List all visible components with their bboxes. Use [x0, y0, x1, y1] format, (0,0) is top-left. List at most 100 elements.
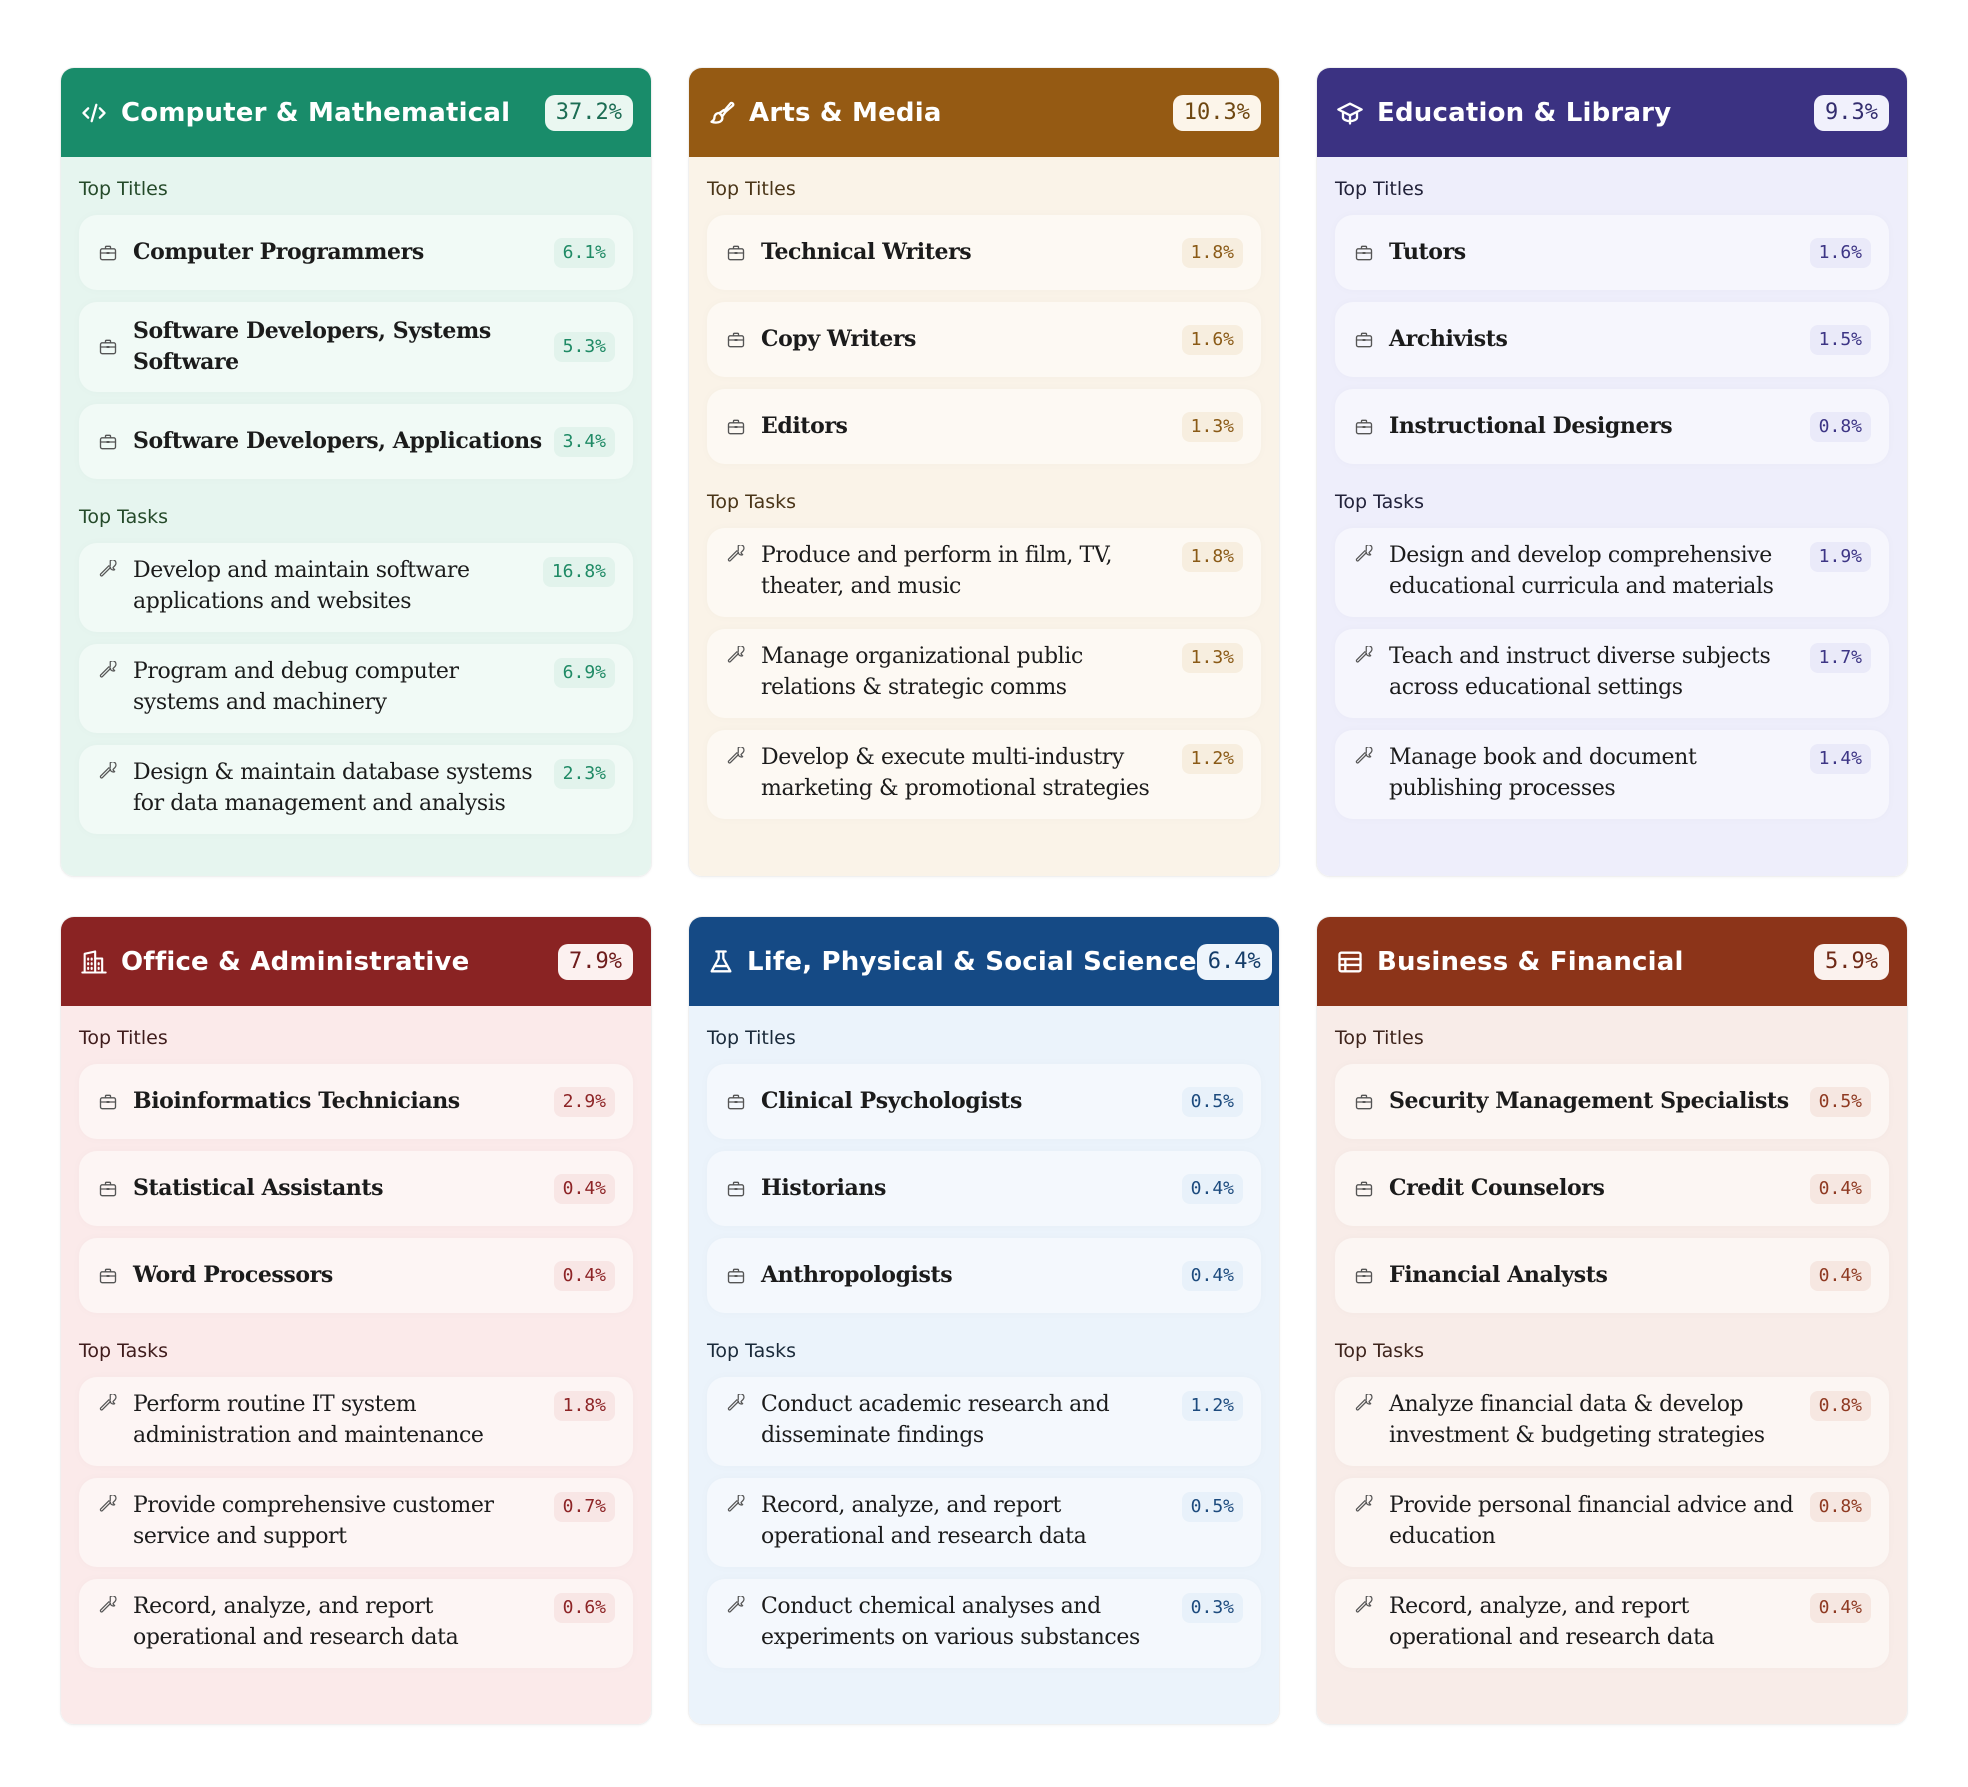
- card-body: Top Titles Tutors 1.6% Archivists 1.5% I…: [1317, 157, 1907, 876]
- top-tasks-list: Design and develop comprehensive educati…: [1335, 528, 1889, 819]
- wrench-icon: [97, 761, 119, 783]
- briefcase-icon: [1353, 329, 1375, 351]
- category-card-arts-media: Arts & Media 10.3% Top Titles Technical …: [688, 67, 1280, 877]
- share-badge: 0.5%: [1181, 1086, 1243, 1117]
- share-badge: 1.6%: [1809, 237, 1871, 268]
- top-titles-list: Security Management Specialists 0.5% Cre…: [1335, 1064, 1889, 1313]
- share-badge: 2.3%: [553, 759, 615, 789]
- briefcase-icon: [97, 1265, 119, 1287]
- category-share-badge: 37.2%: [544, 94, 633, 131]
- wrench-icon: [97, 1494, 119, 1516]
- category-card-computer-mathematical: Computer & Mathematical 37.2% Top Titles…: [60, 67, 652, 877]
- task-label: Manage organizational public relations &…: [761, 644, 1083, 700]
- job-title-row: Editors 1.3%: [707, 389, 1261, 464]
- task-row: Provide personal financial advice and ed…: [1335, 1478, 1889, 1567]
- task-row: Conduct chemical analyses and experiment…: [707, 1579, 1261, 1668]
- job-title-row: Technical Writers 1.8%: [707, 215, 1261, 290]
- share-badge: 6.9%: [553, 658, 615, 688]
- top-titles-heading: Top Titles: [79, 178, 168, 200]
- task-label: Perform routine IT system administration…: [133, 1392, 484, 1448]
- briefcase-icon: [97, 1091, 119, 1113]
- briefcase-icon: [725, 242, 747, 264]
- task-row: Teach and instruct diverse subjects acro…: [1335, 629, 1889, 718]
- top-tasks-list: Develop and maintain software applicatio…: [79, 543, 633, 834]
- category-card-education-library: Education & Library 9.3% Top Titles Tuto…: [1316, 67, 1908, 877]
- category-share-badge: 9.3%: [1814, 94, 1889, 131]
- job-title-label: Financial Analysts: [1389, 1262, 1608, 1288]
- share-badge: 6.1%: [553, 237, 615, 268]
- category-card-life-physical-social-science: Life, Physical & Social Science 6.4% Top…: [688, 916, 1280, 1725]
- wrench-icon: [1353, 544, 1375, 566]
- job-title-label: Word Processors: [133, 1262, 333, 1288]
- task-row: Provide comprehensive customer service a…: [79, 1478, 633, 1567]
- wrench-icon: [97, 660, 119, 682]
- occupation-category-grid: Computer & Mathematical 37.2% Top Titles…: [60, 67, 1908, 1725]
- task-row: Produce and perform in film, TV, theater…: [707, 528, 1261, 617]
- category-title: Business & Financial: [1377, 946, 1684, 977]
- share-badge: 0.7%: [553, 1492, 615, 1522]
- job-title-row: Archivists 1.5%: [1335, 302, 1889, 377]
- category-card-office-administrative: Office & Administrative 7.9% Top Titles …: [60, 916, 652, 1725]
- category-title: Life, Physical & Social Science: [747, 946, 1197, 977]
- job-title-row: Statistical Assistants 0.4%: [79, 1151, 633, 1226]
- wrench-icon: [1353, 1494, 1375, 1516]
- job-title-label: Historians: [761, 1175, 886, 1201]
- task-label: Conduct academic research and disseminat…: [761, 1392, 1110, 1448]
- task-row: Design and develop comprehensive educati…: [1335, 528, 1889, 617]
- job-title-label: Security Management Specialists: [1389, 1088, 1789, 1114]
- task-label: Develop & execute multi-industry marketi…: [761, 745, 1150, 801]
- share-badge: 1.2%: [1181, 744, 1243, 774]
- share-badge: 0.3%: [1181, 1593, 1243, 1623]
- card-body: Top Titles Clinical Psychologists 0.5% H…: [689, 1006, 1279, 1724]
- card-body: Top Titles Security Management Specialis…: [1317, 1006, 1907, 1724]
- task-label: Program and debug computer systems and m…: [133, 659, 459, 715]
- job-title-label: Copy Writers: [761, 326, 917, 352]
- wrench-icon: [1353, 1595, 1375, 1617]
- top-tasks-list: Produce and perform in film, TV, theater…: [707, 528, 1261, 819]
- briefcase-icon: [97, 431, 119, 453]
- job-title-row: Bioinformatics Technicians 2.9%: [79, 1064, 633, 1139]
- share-badge: 1.8%: [553, 1391, 615, 1421]
- category-card-business-financial: Business & Financial 5.9% Top Titles Sec…: [1316, 916, 1908, 1725]
- share-badge: 0.5%: [1809, 1086, 1871, 1117]
- table-icon: [1335, 947, 1365, 977]
- job-title-row: Computer Programmers 6.1%: [79, 215, 633, 290]
- job-title-label: Credit Counselors: [1389, 1175, 1605, 1201]
- task-row: Record, analyze, and report operational …: [79, 1579, 633, 1668]
- briefcase-icon: [725, 1178, 747, 1200]
- top-titles-heading: Top Titles: [707, 178, 796, 200]
- briefcase-icon: [725, 1265, 747, 1287]
- task-row: Record, analyze, and report operational …: [707, 1478, 1261, 1567]
- job-title-label: Computer Programmers: [133, 239, 424, 265]
- wrench-icon: [725, 645, 747, 667]
- top-tasks-heading: Top Tasks: [707, 1340, 797, 1362]
- share-badge: 16.8%: [542, 557, 615, 587]
- job-title-label: Statistical Assistants: [133, 1175, 384, 1201]
- job-title-row: Instructional Designers 0.8%: [1335, 389, 1889, 464]
- wrench-icon: [97, 1393, 119, 1415]
- task-row: Develop & execute multi-industry marketi…: [707, 730, 1261, 819]
- job-title-label: Technical Writers: [761, 239, 972, 265]
- wrench-icon: [725, 544, 747, 566]
- top-tasks-list: Conduct academic research and disseminat…: [707, 1377, 1261, 1668]
- job-title-label: Editors: [761, 413, 848, 439]
- job-title-row: Financial Analysts 0.4%: [1335, 1238, 1889, 1313]
- job-title-label: Archivists: [1389, 326, 1508, 352]
- share-badge: 0.4%: [1809, 1173, 1871, 1204]
- wrench-icon: [725, 1595, 747, 1617]
- briefcase-icon: [97, 336, 119, 358]
- briefcase-icon: [1353, 1091, 1375, 1113]
- share-badge: 1.7%: [1809, 643, 1871, 673]
- job-title-label: Tutors: [1389, 239, 1466, 265]
- job-title-label: Software Developers, Systems Software: [133, 318, 491, 375]
- wrench-icon: [725, 1494, 747, 1516]
- top-tasks-heading: Top Tasks: [1335, 491, 1425, 513]
- share-badge: 0.5%: [1181, 1492, 1243, 1522]
- flask-icon: [707, 947, 735, 977]
- job-title-label: Anthropologists: [761, 1262, 953, 1288]
- task-row: Analyze financial data & develop investm…: [1335, 1377, 1889, 1466]
- share-badge: 0.8%: [1809, 1492, 1871, 1522]
- top-titles-list: Tutors 1.6% Archivists 1.5% Instructiona…: [1335, 215, 1889, 464]
- briefcase-icon: [97, 242, 119, 264]
- share-badge: 0.8%: [1809, 411, 1871, 442]
